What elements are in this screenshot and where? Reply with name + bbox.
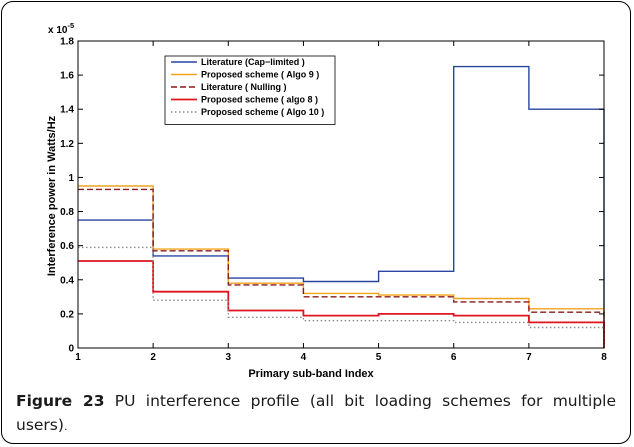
x-tick-label: 5 (376, 352, 382, 363)
x-tick-label: 8 (601, 352, 607, 363)
y-exponent-base: x 10 (48, 25, 68, 36)
series-line-1 (78, 65, 605, 348)
x-axis-label: Primary sub-band Index (248, 368, 374, 380)
legend-label-5: Proposed scheme ( Algo 10 ) (201, 107, 324, 117)
y-tick-label: 1 (68, 173, 74, 184)
y-tick-label: 0.4 (60, 275, 74, 286)
legend-box (164, 55, 336, 125)
axes-box (77, 40, 605, 349)
x-tick-label: 1 (75, 352, 81, 363)
y-exponent-label: x 10-5 (48, 21, 74, 36)
y-exponent-power: -5 (67, 21, 74, 30)
y-axis-label: Interference power in Watts/Hz (46, 115, 58, 276)
y-tick-label: 0.2 (60, 309, 74, 320)
caption-label: Figure 23 (16, 392, 105, 410)
legend-label-2: Proposed scheme ( Algo 9 ) (201, 70, 319, 80)
x-tick-label: 2 (150, 352, 156, 363)
ticks-layer: 1 2 3 4 5 6 7 8 0 0.2 0.4 0.6 0.8 1 1.2 1.4 1.6 1.8 (60, 37, 607, 364)
legend-label-3: Literature ( Nulling ) (201, 82, 287, 92)
x-tick-label: 7 (526, 352, 532, 363)
caption-period: . (63, 420, 68, 433)
series-line-3 (78, 188, 605, 348)
x-tick-label: 3 (226, 352, 232, 363)
legend-label-4: Proposed scheme ( algo 8 ) (201, 95, 318, 105)
chart: 1 2 3 4 5 6 7 8 0 0.2 0.4 0.6 0.8 1 1.2 1.4 1.6 1.8 Liter… (46, 21, 607, 380)
y-tick-label: 1.4 (60, 105, 74, 116)
figure-caption: Figure 23 PU interference profile (all b… (16, 389, 616, 439)
series-line-5 (78, 246, 605, 348)
y-tick-label: 0.8 (60, 207, 74, 218)
y-tick-label: 0.6 (60, 241, 74, 252)
x-tick-label: 6 (451, 352, 457, 363)
series-line-2 (78, 185, 605, 348)
legend-label-1: Literature (Cap−limited ) (201, 57, 305, 67)
y-tick-label: 0 (68, 344, 74, 355)
y-tick-label: 1.2 (60, 139, 74, 150)
series-layer (78, 65, 605, 348)
series-line-4 (78, 260, 605, 348)
legend: Literature (Cap−limited ) Proposed scheme… (164, 55, 336, 125)
caption-text: PU interference profile (all bit loading… (16, 392, 616, 434)
x-tick-label: 4 (301, 352, 307, 363)
y-tick-label: 1.8 (60, 37, 74, 48)
axes-layer (77, 40, 605, 349)
y-tick-label: 1.6 (60, 71, 74, 82)
